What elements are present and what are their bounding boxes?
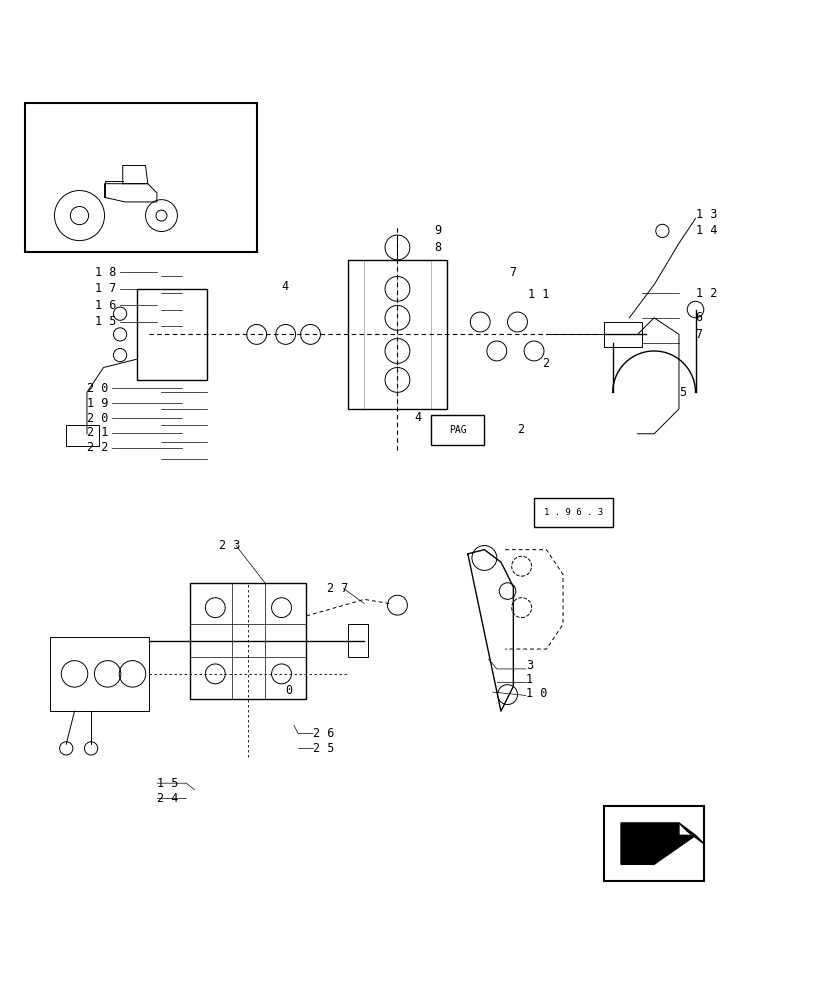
Text: 8: 8 [434,241,442,254]
Text: 1 2: 1 2 [695,287,716,300]
Text: 2 6: 2 6 [313,727,334,740]
Text: 2 0: 2 0 [87,382,108,395]
Text: 1 9: 1 9 [87,397,108,410]
Text: 1 8: 1 8 [95,266,117,279]
Text: 2 3: 2 3 [219,539,241,552]
Text: 4: 4 [414,411,421,424]
Text: 2: 2 [542,357,549,370]
Text: 2: 2 [517,423,524,436]
Bar [604,322,641,347]
Text: PAG: PAG [448,425,466,435]
Text: 2 2: 2 2 [87,441,108,454]
Bar [50,637,149,711]
Text: 1 1: 1 1 [528,288,549,301]
Text: 7: 7 [509,266,516,279]
Bar [347,624,368,657]
Text: 7: 7 [695,328,702,341]
Text: 1 7: 1 7 [95,282,117,295]
Text: 1 . 9 6 . 3: 1 . 9 6 . 3 [543,508,603,517]
Text: 2 0: 2 0 [87,412,108,425]
Polygon shape [620,823,695,864]
Bar [25,103,256,252]
FancyBboxPatch shape [190,583,306,699]
Text: 1 0: 1 0 [525,687,547,700]
Text: 1 5: 1 5 [95,315,117,328]
Text: 0: 0 [285,684,293,697]
Bar [533,498,612,527]
Bar [136,289,207,380]
Text: 9: 9 [434,224,442,237]
Bar [430,415,484,445]
Text: 2 7: 2 7 [327,582,348,595]
Text: 1 5: 1 5 [157,777,179,790]
Bar [604,806,703,881]
Text: 6: 6 [695,311,702,324]
Text: 3: 3 [525,659,533,672]
Polygon shape [678,823,703,844]
Bar [66,425,99,446]
Text: 2 4: 2 4 [157,792,179,805]
Text: 5: 5 [678,386,686,399]
Text: 2 5: 2 5 [313,742,334,755]
Text: 1: 1 [525,673,533,686]
Text: 1 6: 1 6 [95,299,117,312]
Bar [347,260,447,409]
Text: 1 4: 1 4 [695,224,716,237]
Text: 2 1: 2 1 [87,426,108,439]
Text: 1 3: 1 3 [695,208,716,221]
Text: 4: 4 [280,280,288,293]
